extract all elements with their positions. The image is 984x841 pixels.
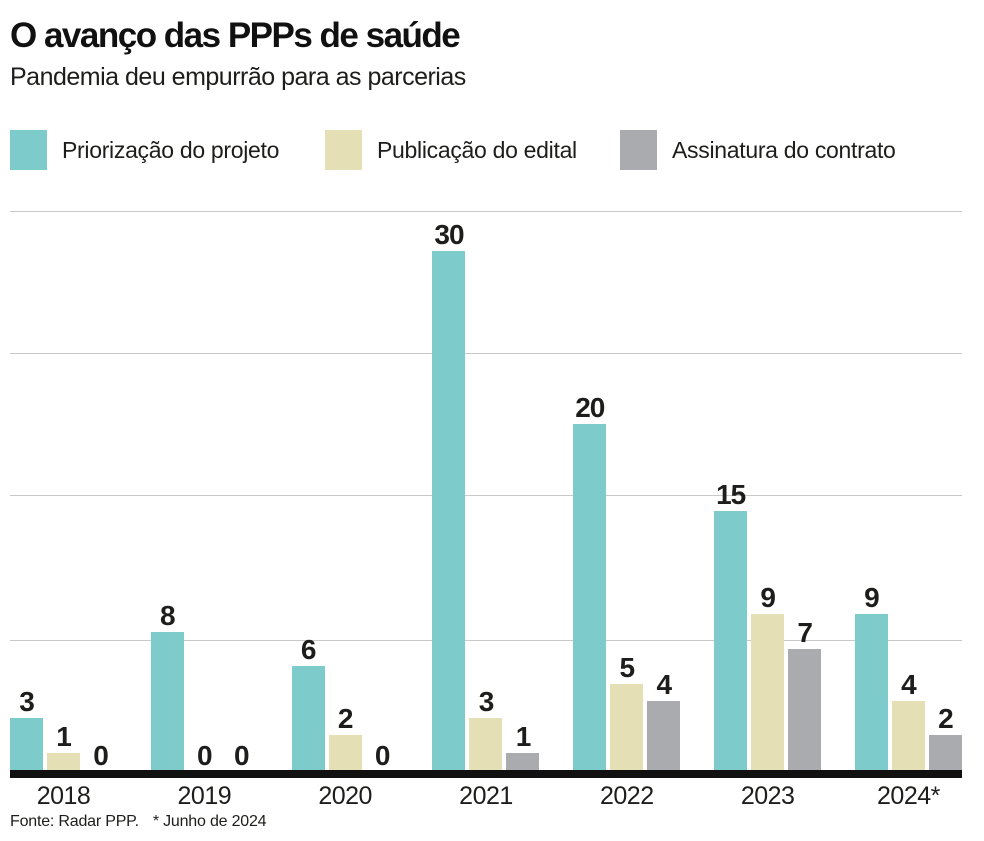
year-label-2019: 2019: [177, 782, 232, 810]
year-label-2018: 2018: [36, 782, 91, 810]
value-label: 4: [656, 669, 673, 700]
bar-slot: 3: [469, 210, 503, 770]
bar-2024-assinatura: [928, 735, 962, 770]
value-label: 3: [478, 686, 495, 717]
source-note: Fonte: Radar PPP. * Junho de 2024: [10, 813, 267, 831]
legend-swatch-teal-icon: [10, 130, 47, 170]
x-axis-line: [10, 770, 962, 778]
value-label: 30: [434, 219, 464, 250]
bar-2019-priorização: [150, 632, 184, 770]
plot-area: 3 1 0 8 0 0 6 2 0 30 3 1 20 5 4 15 9 7 9 4 2: [10, 210, 962, 770]
legend-swatch-gray-icon: [620, 130, 657, 170]
x-axis-labels: 2018 2019 2020 2021 2022 2023 2024*: [10, 782, 962, 811]
bar-slot: 4: [647, 210, 681, 770]
bar-slot: 0: [366, 210, 399, 770]
value-label: 0: [93, 740, 109, 771]
legend-label: Publicação do edital: [377, 136, 577, 163]
bar-group-2022: 20 5 4: [573, 210, 681, 770]
value-label: 20: [575, 392, 605, 423]
bar-slot: 0: [84, 210, 117, 770]
bar-group-2021: 30 3 1: [432, 210, 540, 770]
bar-2018-publicação: [47, 753, 80, 770]
bar-2018-priorização: [10, 718, 43, 770]
page-title: O avanço das PPPs de saúde: [10, 16, 461, 55]
bar-2021-priorização: [432, 251, 466, 770]
bar-2023-publicação: [751, 614, 785, 770]
bar-2021-publicação: [469, 718, 503, 770]
year-label-2024: 2024*: [877, 782, 940, 810]
bar-slot: 0: [188, 210, 221, 770]
value-label: 6: [300, 634, 317, 665]
value-label: 9: [760, 582, 776, 613]
year-label-2023: 2023: [740, 782, 795, 810]
value-label: 1: [56, 721, 72, 752]
bar-slot: 3: [10, 210, 43, 770]
value-label: 4: [901, 669, 917, 700]
bar-2024-publicação: [891, 701, 925, 770]
bar-2022-assinatura: [647, 701, 681, 770]
bar-slot: 9: [751, 210, 785, 770]
value-label: 0: [374, 740, 391, 771]
year-label-2022: 2022: [600, 782, 654, 810]
bar-slot: 1: [47, 210, 80, 770]
bar-2023-assinatura: [788, 649, 822, 770]
year-label-2021: 2021: [459, 782, 513, 810]
year-label-2020: 2020: [318, 782, 372, 810]
legend-item-assinatura: Assinatura do contrato: [620, 130, 896, 170]
bar-chart: 3 1 0 8 0 0 6 2 0 30 3 1 20 5 4 15 9 7 9 4 2 2018 2019 2020 202…: [10, 210, 962, 841]
bar-slot: 5: [610, 210, 644, 770]
legend-item-publicacao: Publicação do edital: [325, 130, 577, 170]
gridline: [10, 495, 962, 496]
value-label: 0: [197, 740, 213, 771]
bar-slot: 6: [291, 210, 325, 770]
page-subtitle: Pandemia deu empurrão para as parcerias: [10, 63, 466, 91]
value-label: 3: [19, 686, 35, 717]
value-label: 9: [864, 582, 880, 613]
value-label: 5: [619, 652, 636, 683]
gridline: [10, 353, 962, 354]
bar-2020-publicação: [328, 735, 362, 770]
legend-label: Assinatura do contrato: [672, 136, 896, 163]
value-label: 7: [797, 617, 813, 648]
value-label: 2: [938, 703, 954, 734]
bar-2022-publicação: [610, 684, 644, 770]
bar-slot: 15: [714, 210, 748, 770]
gridline: [10, 640, 962, 641]
legend-label: Priorização do projeto: [62, 136, 280, 163]
bar-2023-priorização: [714, 511, 748, 770]
bar-slot: 2: [928, 210, 962, 770]
bar-slot: 8: [150, 210, 184, 770]
bar-2024-priorização: [854, 614, 888, 770]
bar-slot: 0: [225, 210, 258, 770]
bar-slot: 30: [432, 210, 466, 770]
bar-slot: 20: [573, 210, 607, 770]
legend-swatch-beige-icon: [325, 130, 362, 170]
bar-slot: 1: [506, 210, 540, 770]
gridline: [10, 211, 962, 212]
bar-2020-priorização: [291, 666, 325, 770]
legend-item-priorizacao: Priorização do projeto: [10, 130, 279, 170]
bar-2022-priorização: [573, 424, 607, 770]
source-text: Fonte: Radar PPP.: [10, 813, 139, 830]
bar-slot: 7: [788, 210, 822, 770]
bar-slot: 4: [891, 210, 925, 770]
value-label: 8: [160, 600, 176, 631]
bar-slot: 2: [328, 210, 362, 770]
value-label: 0: [234, 740, 250, 771]
bar-group-2023: 15 9 7: [714, 210, 822, 770]
bar-slot: 9: [854, 210, 888, 770]
value-label: 1: [515, 721, 532, 752]
bar-2021-assinatura: [506, 753, 540, 770]
value-label: 2: [337, 703, 354, 734]
footnote-text: * Junho de 2024: [152, 813, 267, 830]
value-label: 15: [716, 479, 746, 510]
